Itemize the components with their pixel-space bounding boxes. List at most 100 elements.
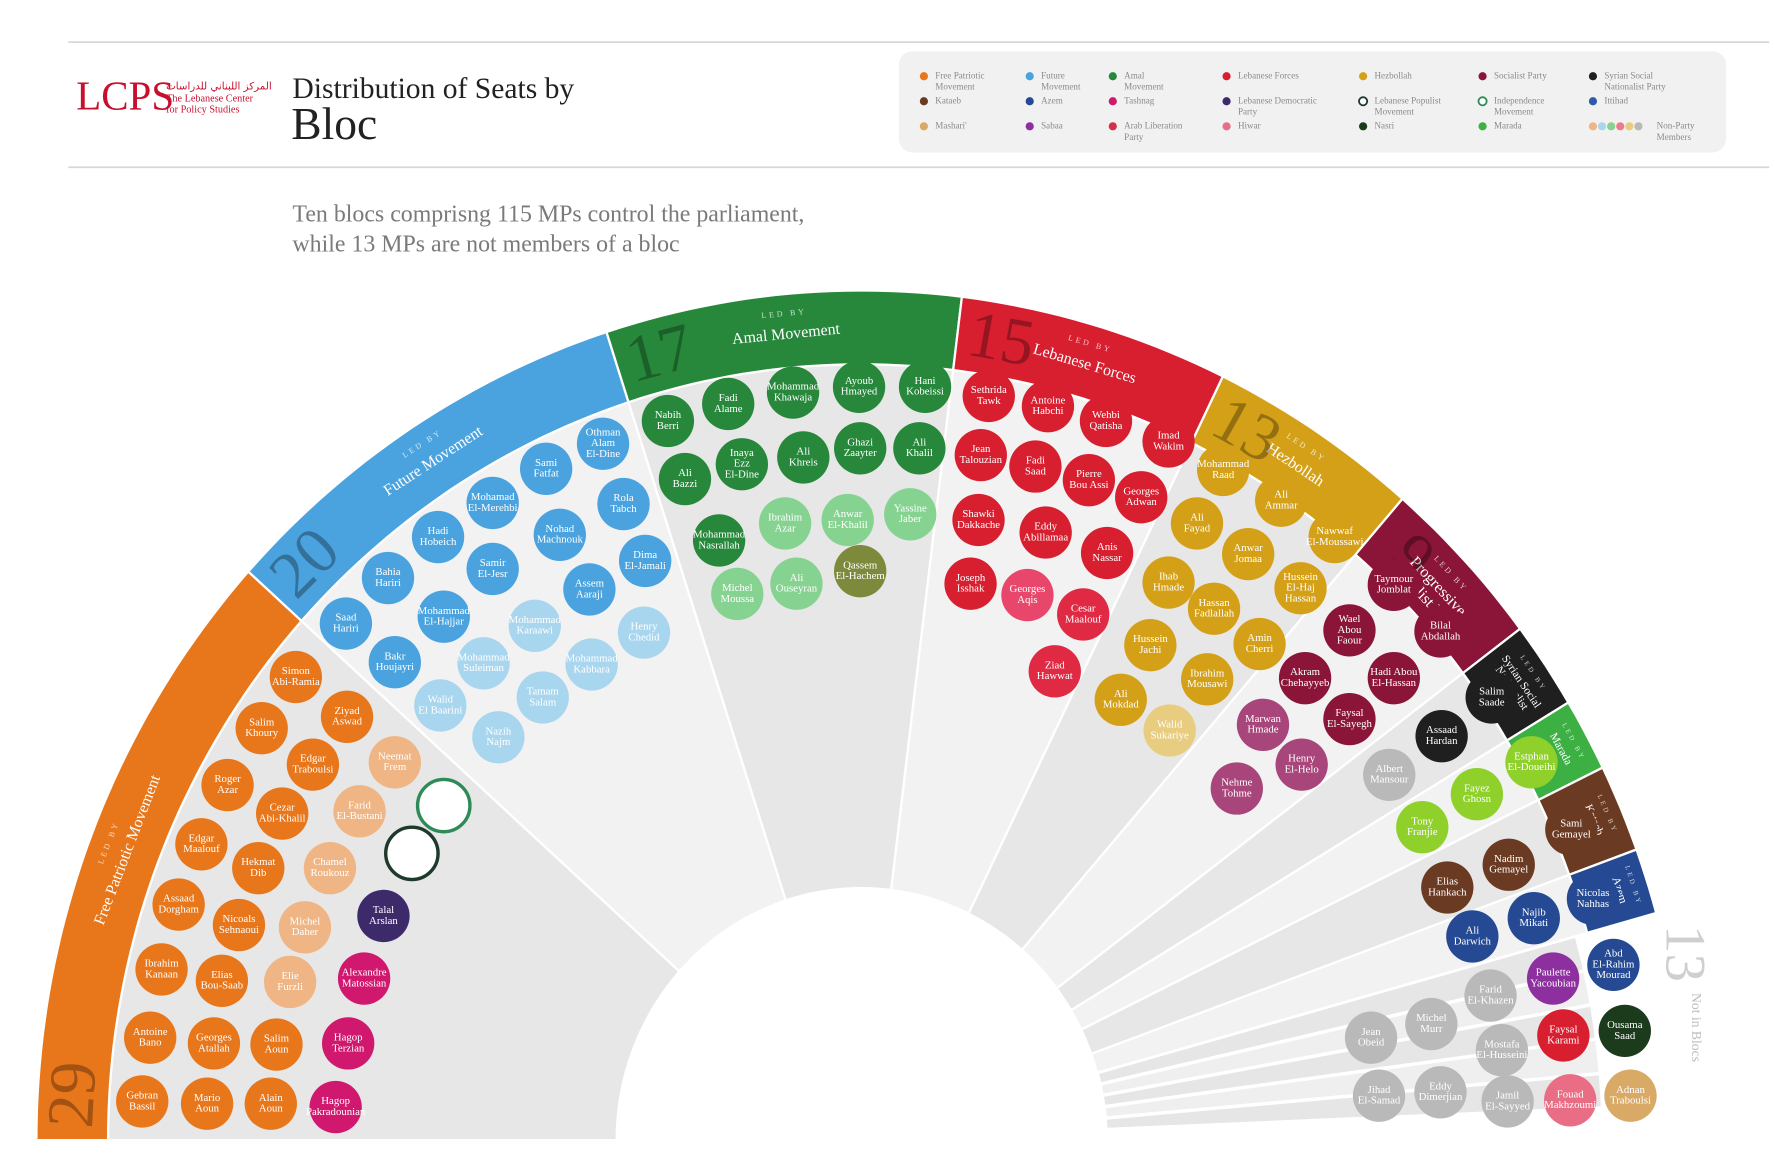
mp-seat	[201, 758, 254, 812]
mp-seat	[519, 442, 573, 495]
logo: LCPS	[76, 73, 174, 119]
mp-name: Ali	[678, 467, 692, 479]
mp-name: Bou-Saab	[201, 980, 244, 992]
mp-name: Ali	[1190, 511, 1204, 523]
mp-name: Fouad	[1557, 1088, 1585, 1100]
mp-name: Imad	[1157, 430, 1180, 442]
mp-name: Dimerjian	[1419, 1091, 1463, 1103]
mp-seat	[1278, 651, 1332, 705]
legend-label: Arab Liberation	[1124, 120, 1183, 130]
mp-seat	[1323, 604, 1376, 657]
legend-swatch	[1616, 122, 1625, 131]
mp-seat	[893, 422, 946, 475]
mp-name: Traboulsi	[1610, 1095, 1651, 1107]
mp-name: Farid	[348, 799, 371, 811]
mp-seat	[1507, 892, 1560, 945]
mp-name: Henry	[631, 621, 659, 633]
bloc-count: 29	[34, 1060, 111, 1130]
mp-seat	[711, 567, 764, 621]
mp-name: Qatisha	[1089, 420, 1122, 432]
mp-name: Edgar	[189, 832, 215, 844]
mp-name: Salim	[1479, 686, 1505, 698]
legend-label: Independence	[1494, 95, 1544, 105]
legend-swatch	[1607, 122, 1616, 131]
mp-name: Houjayri	[376, 661, 414, 673]
mp-name: Mikati	[1519, 917, 1548, 929]
mp-name: Tamam	[527, 686, 560, 698]
mp-seat	[1079, 394, 1133, 448]
mp-seat	[576, 417, 630, 470]
mp-seat	[357, 889, 410, 943]
mp-seat	[278, 901, 332, 954]
mp-name: Khoury	[245, 727, 279, 739]
mp-name: Ali	[1114, 688, 1128, 700]
mp-seat	[1115, 471, 1168, 524]
mp-name: Mario	[194, 1092, 220, 1104]
legend-label: Party	[1238, 107, 1258, 117]
mp-seat	[777, 431, 830, 484]
mp-name: El-Husseini	[1476, 1049, 1527, 1061]
mp-name: El-Jesr	[478, 568, 508, 580]
mp-seat	[1142, 556, 1195, 609]
mp-seat	[124, 1011, 177, 1064]
mp-name: Elie	[281, 970, 299, 982]
mp-name: Inaya	[730, 447, 754, 459]
mp-name: Georges	[1010, 583, 1046, 595]
legend-swatch	[1108, 72, 1117, 81]
mp-name: Khalil	[906, 447, 933, 459]
mp-name: El-Hajjar	[424, 616, 465, 628]
mp-name: Nazih	[485, 725, 511, 737]
mp-name: Alexandre	[342, 967, 387, 979]
legend-label: Lebanese Democratic	[1238, 95, 1317, 105]
mp-name: Wael	[1338, 613, 1360, 625]
mp-name: Hobeich	[420, 536, 457, 548]
mp-seat	[962, 369, 1015, 423]
mp-seat	[212, 898, 266, 952]
mp-name: Daher	[292, 926, 319, 938]
mp-name: Ghosn	[1463, 793, 1492, 805]
legend-swatch	[1597, 122, 1607, 131]
mp-name: Nahhas	[1577, 898, 1609, 910]
mp-name: Alame	[714, 403, 743, 415]
mp-name: Sami	[535, 457, 557, 469]
mp-name: Joseph	[956, 572, 986, 584]
mp-name: Michel	[290, 915, 321, 927]
legend-swatch	[1222, 72, 1231, 81]
mp-name: Cezar	[270, 802, 296, 814]
mp-name: Moussa	[721, 593, 755, 605]
mp-seat	[322, 1017, 375, 1070]
subtitle: Ten blocs comprisng 115 MPs control the …	[292, 202, 804, 228]
legend-label: Marada	[1494, 120, 1522, 130]
mp-seat	[1396, 801, 1449, 854]
mp-name: Assaad	[163, 893, 195, 905]
mp-name: Sethrida	[971, 384, 1007, 396]
mp-seat	[944, 557, 997, 610]
mp-seat	[244, 1077, 297, 1130]
mp-name: Ousama	[1607, 1019, 1643, 1031]
mp-name: Sami	[1560, 818, 1582, 830]
mp-name: Estphan	[1514, 750, 1549, 762]
mp-seat	[1405, 997, 1458, 1051]
mp-name: Jomaa	[1234, 553, 1262, 565]
led-by: LED BY	[761, 307, 807, 320]
mp-name: Nawwaf	[1316, 525, 1353, 537]
mp-name: Makhzoumi	[1544, 1099, 1596, 1111]
mp-name: Alain	[259, 1092, 284, 1104]
mp-seat	[180, 1077, 234, 1130]
mp-name: Assaad	[1426, 724, 1458, 736]
mp-name: Mohammad	[457, 651, 510, 663]
mp-seat	[1187, 582, 1241, 635]
mp-name: Azar	[217, 784, 238, 796]
mp-name: Hardan	[1426, 735, 1458, 747]
mp-seat	[1537, 1009, 1590, 1062]
mp-name: Yassine	[894, 502, 927, 514]
mp-name: Faour	[1337, 635, 1363, 647]
mp-name: Amin	[1247, 632, 1272, 644]
mp-seat	[361, 551, 415, 605]
mp-seat	[821, 493, 874, 547]
mp-name: Roukouz	[310, 867, 349, 879]
mp-name: Hussein	[1283, 571, 1318, 583]
mp-seat	[269, 650, 323, 704]
mp-name: Raad	[1212, 469, 1235, 481]
mp-seat	[1505, 736, 1558, 789]
